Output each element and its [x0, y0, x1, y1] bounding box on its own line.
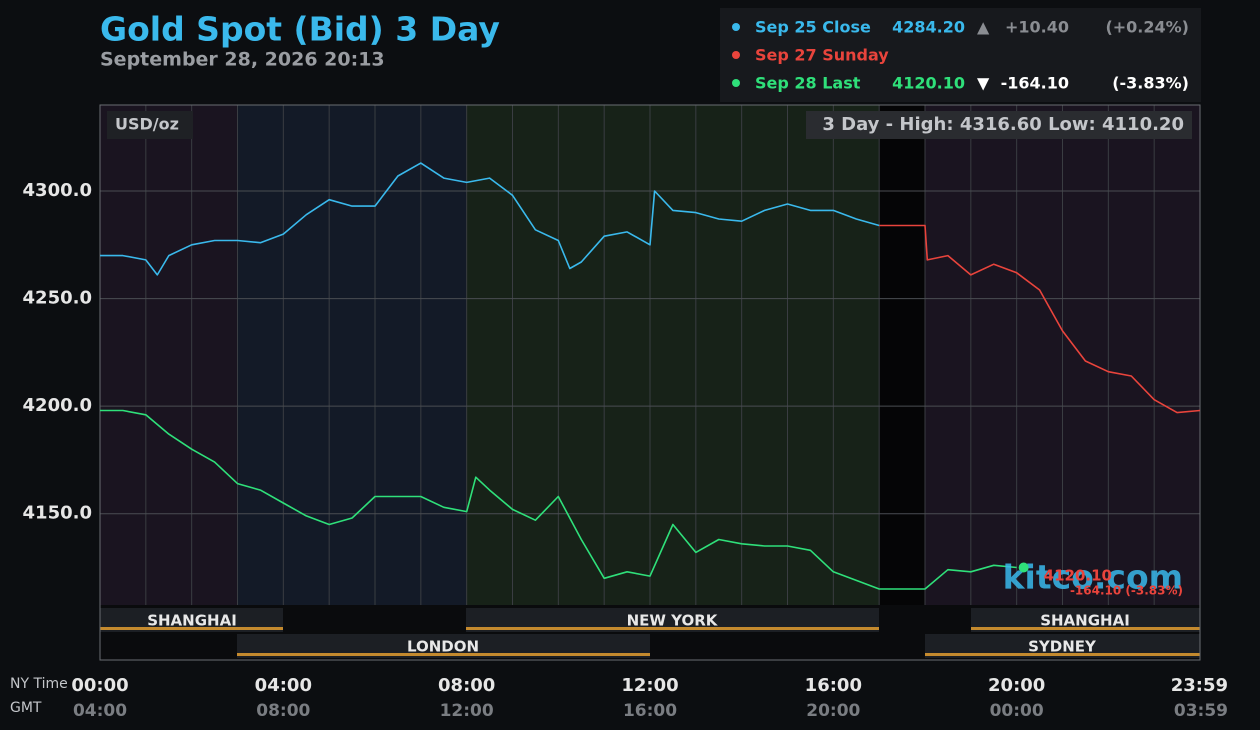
y-tick-label: 4300.0: [23, 180, 92, 201]
session-shade: [466, 105, 879, 605]
gmt-tick-label: 12:00: [440, 701, 494, 721]
watermark: kitco.com: [1003, 558, 1183, 597]
session-shade: [237, 105, 466, 605]
legend-name: Sep 27 Sunday: [755, 46, 889, 65]
x-tick-label: 08:00: [438, 675, 495, 696]
session-label: SHANGHAI: [1040, 612, 1130, 630]
chart-title: Gold Spot (Bid) 3 Day: [100, 10, 500, 49]
session-line: [925, 653, 1200, 656]
lines: [100, 162, 1201, 590]
gmt-tick-label: 20:00: [806, 701, 860, 721]
gmt-tick-label: 08:00: [256, 701, 310, 721]
stats-box: [806, 111, 1192, 139]
session-label: SYDNEY: [1028, 638, 1097, 656]
y-tick-label: 4200.0: [23, 395, 92, 416]
legend-marker: [732, 51, 740, 59]
gmt-tick-label: 16:00: [623, 701, 677, 721]
session-line: [466, 627, 879, 630]
stats: 3 Day - High: 4316.60 Low: 4110.20: [822, 114, 1184, 135]
session-line: [100, 627, 283, 630]
legend-price: 4284.20: [892, 18, 965, 37]
y-tick-label: 4150.0: [23, 503, 92, 524]
price-line: [100, 162, 880, 276]
session-label: LONDON: [407, 638, 479, 656]
legend-pct: (+0.24%): [1105, 18, 1189, 37]
plot-frame: [99, 104, 1201, 661]
gmt-tick-label: 03:59: [1174, 701, 1228, 721]
last-change-label: -164.10 (-3.83%): [1070, 584, 1183, 598]
last-label: 4120.10: [1044, 567, 1112, 585]
session-label: NEW YORK: [627, 612, 719, 630]
chart-subtitle: September 28, 2026 20:13: [100, 49, 385, 71]
price-line: [100, 409, 1017, 590]
price-line: [879, 224, 1201, 414]
y-axis-label: USD/oz: [115, 115, 179, 134]
legend-marker: [732, 79, 740, 87]
x-tick-label: 12:00: [621, 675, 678, 696]
legend-price: 4120.10: [892, 74, 965, 93]
legend-arrow: ▼: [977, 74, 990, 93]
grid: [100, 105, 1200, 605]
legend-change: -164.10: [1001, 74, 1069, 93]
session-shade: [879, 105, 925, 660]
x-tick-label: 00:00: [71, 675, 128, 696]
legend-change: +10.40: [1005, 18, 1069, 37]
session-shade: [100, 105, 237, 605]
session-label: SHANGHAI: [147, 612, 237, 630]
legend-pct: (-3.83%): [1112, 74, 1189, 93]
session-line: [237, 653, 650, 656]
x-row-label: NY Time: [10, 676, 68, 692]
y-tick-label: 4250.0: [23, 288, 92, 309]
x-tick-label: 23:59: [1171, 675, 1228, 696]
legend-arrow: ▲: [977, 18, 990, 37]
gmt-tick-label: 04:00: [73, 701, 127, 721]
legend-box: [720, 8, 1201, 102]
legend-name: Sep 25 Close: [755, 18, 871, 37]
gmt-tick-label: 00:00: [990, 701, 1044, 721]
x-row-label: GMT: [10, 700, 42, 716]
last-point: [1018, 562, 1029, 573]
legend-name: Sep 28 Last: [755, 74, 861, 93]
x-tick-label: 04:00: [255, 675, 312, 696]
unit-box: [107, 111, 193, 139]
x-tick-label: 20:00: [988, 675, 1045, 696]
x-tick-label: 16:00: [805, 675, 862, 696]
session-line: [971, 627, 1200, 630]
legend-marker: [732, 23, 740, 31]
